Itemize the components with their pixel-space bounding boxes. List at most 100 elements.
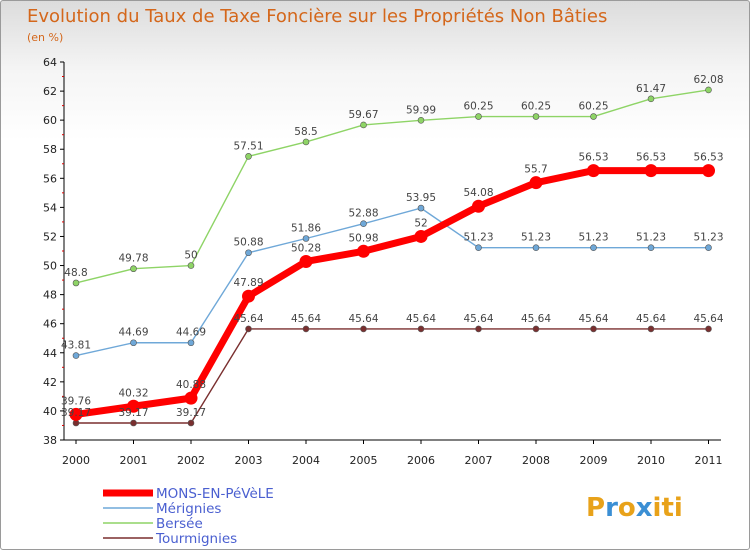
y-tick-label: 60 bbox=[43, 114, 57, 127]
data-point bbox=[184, 391, 198, 405]
data-label: 45.64 bbox=[348, 313, 378, 325]
x-tick-label: 2011 bbox=[695, 454, 723, 467]
data-point bbox=[590, 325, 597, 333]
data-label: 61.47 bbox=[636, 83, 666, 95]
series-line bbox=[75, 89, 709, 284]
data-point bbox=[245, 325, 252, 333]
series-line bbox=[76, 328, 709, 424]
data-label: 45.64 bbox=[693, 313, 723, 325]
y-tick-label: 56 bbox=[43, 172, 57, 185]
x-tick-label: 2005 bbox=[350, 454, 378, 467]
legend-label: MONS-EN-PéVèLE bbox=[156, 486, 274, 502]
series-layer bbox=[69, 86, 715, 427]
data-point bbox=[187, 262, 195, 269]
series-line bbox=[75, 207, 709, 357]
logo-letter: i bbox=[674, 493, 683, 523]
data-label: 39.17 bbox=[176, 407, 206, 419]
data-point bbox=[475, 325, 482, 333]
data-label: 51.86 bbox=[291, 222, 321, 234]
data-label: 60.25 bbox=[578, 101, 608, 113]
legend-label: Bersée bbox=[156, 516, 203, 532]
data-point bbox=[302, 235, 310, 242]
data-point bbox=[705, 244, 712, 251]
data-point bbox=[532, 325, 540, 333]
y-tick-label: 58 bbox=[43, 143, 57, 156]
data-point bbox=[130, 419, 137, 427]
data-label: 59.99 bbox=[406, 104, 436, 116]
data-label: 62.08 bbox=[693, 74, 723, 86]
x-tick-label: 2006 bbox=[407, 454, 435, 467]
y-tick-label: 48 bbox=[43, 289, 57, 302]
chart-subtitle: (en %) bbox=[27, 31, 63, 44]
x-tick-label: 2004 bbox=[292, 454, 320, 467]
x-tick-label: 2009 bbox=[580, 454, 608, 467]
data-label: 40.32 bbox=[118, 387, 148, 399]
data-label: 51.23 bbox=[578, 232, 608, 244]
data-label: 49.78 bbox=[118, 253, 148, 265]
proxiti-logo: Proxiti bbox=[586, 493, 683, 523]
data-point bbox=[187, 339, 195, 347]
y-tick-label: 54 bbox=[43, 201, 57, 214]
data-label: 40.88 bbox=[176, 379, 206, 391]
data-label: 45.64 bbox=[636, 313, 666, 325]
y-tick-label: 64 bbox=[43, 56, 57, 69]
data-label: 51.23 bbox=[693, 232, 723, 244]
x-tick-label: 2007 bbox=[465, 454, 493, 467]
data-point bbox=[532, 113, 540, 120]
data-label: 54.08 bbox=[463, 187, 493, 199]
data-label: 45.64 bbox=[463, 313, 493, 325]
y-tick-label: 52 bbox=[43, 230, 57, 243]
data-label: 53.95 bbox=[406, 192, 436, 204]
data-label: 55.7 bbox=[524, 164, 547, 176]
data-label: 57.51 bbox=[233, 140, 263, 152]
data-label: 45.64 bbox=[521, 313, 551, 325]
legend-label: Tourmignies bbox=[155, 531, 237, 547]
data-label: 39.17 bbox=[61, 407, 91, 419]
logo-letter: x bbox=[636, 493, 653, 523]
y-tick-label: 40 bbox=[43, 405, 57, 418]
legend-label: Mérignies bbox=[156, 501, 221, 517]
data-point bbox=[299, 254, 313, 268]
data-point bbox=[187, 419, 195, 427]
y-tick-label: 44 bbox=[43, 347, 57, 360]
data-label: 50.98 bbox=[348, 232, 378, 244]
data-point bbox=[647, 244, 655, 251]
data-point bbox=[475, 113, 482, 120]
data-point bbox=[644, 164, 658, 178]
data-point bbox=[72, 352, 80, 359]
data-point bbox=[702, 164, 715, 178]
data-point bbox=[705, 86, 712, 94]
data-point bbox=[72, 279, 80, 287]
data-point bbox=[647, 325, 655, 333]
data-labels: 39.17 39.17 39.17 45.64 45.64 45.64 45.64 45.64… bbox=[61, 74, 724, 419]
data-label: 51.23 bbox=[521, 232, 551, 244]
data-point bbox=[302, 325, 310, 333]
data-label: 58.5 bbox=[294, 126, 317, 138]
data-point bbox=[417, 325, 425, 333]
x-tick-label: 2008 bbox=[522, 454, 550, 467]
series-merignies bbox=[72, 204, 712, 359]
logo-letter: r bbox=[605, 493, 618, 523]
data-point bbox=[417, 204, 425, 212]
data-point bbox=[360, 220, 367, 227]
data-label: 60.25 bbox=[521, 101, 551, 113]
data-label: 56.53 bbox=[636, 152, 666, 164]
data-label: 45.64 bbox=[291, 313, 321, 325]
data-point bbox=[69, 407, 83, 421]
data-label: 56.53 bbox=[693, 152, 723, 164]
data-label: 56.53 bbox=[578, 152, 608, 164]
logo-letter: P bbox=[586, 493, 605, 523]
data-label: 51.23 bbox=[636, 232, 666, 244]
data-label: 45.64 bbox=[578, 313, 608, 325]
series-mons-en-pevele bbox=[69, 164, 715, 421]
x-tick-label: 2003 bbox=[235, 454, 263, 467]
y-tick-label: 50 bbox=[43, 260, 57, 273]
data-label: 39.17 bbox=[118, 407, 148, 419]
y-tick-label: 62 bbox=[43, 85, 57, 98]
x-tick-label: 2001 bbox=[120, 454, 148, 467]
series-tourmignies bbox=[72, 325, 712, 427]
data-point bbox=[417, 116, 425, 124]
data-label: 39.76 bbox=[61, 395, 91, 407]
